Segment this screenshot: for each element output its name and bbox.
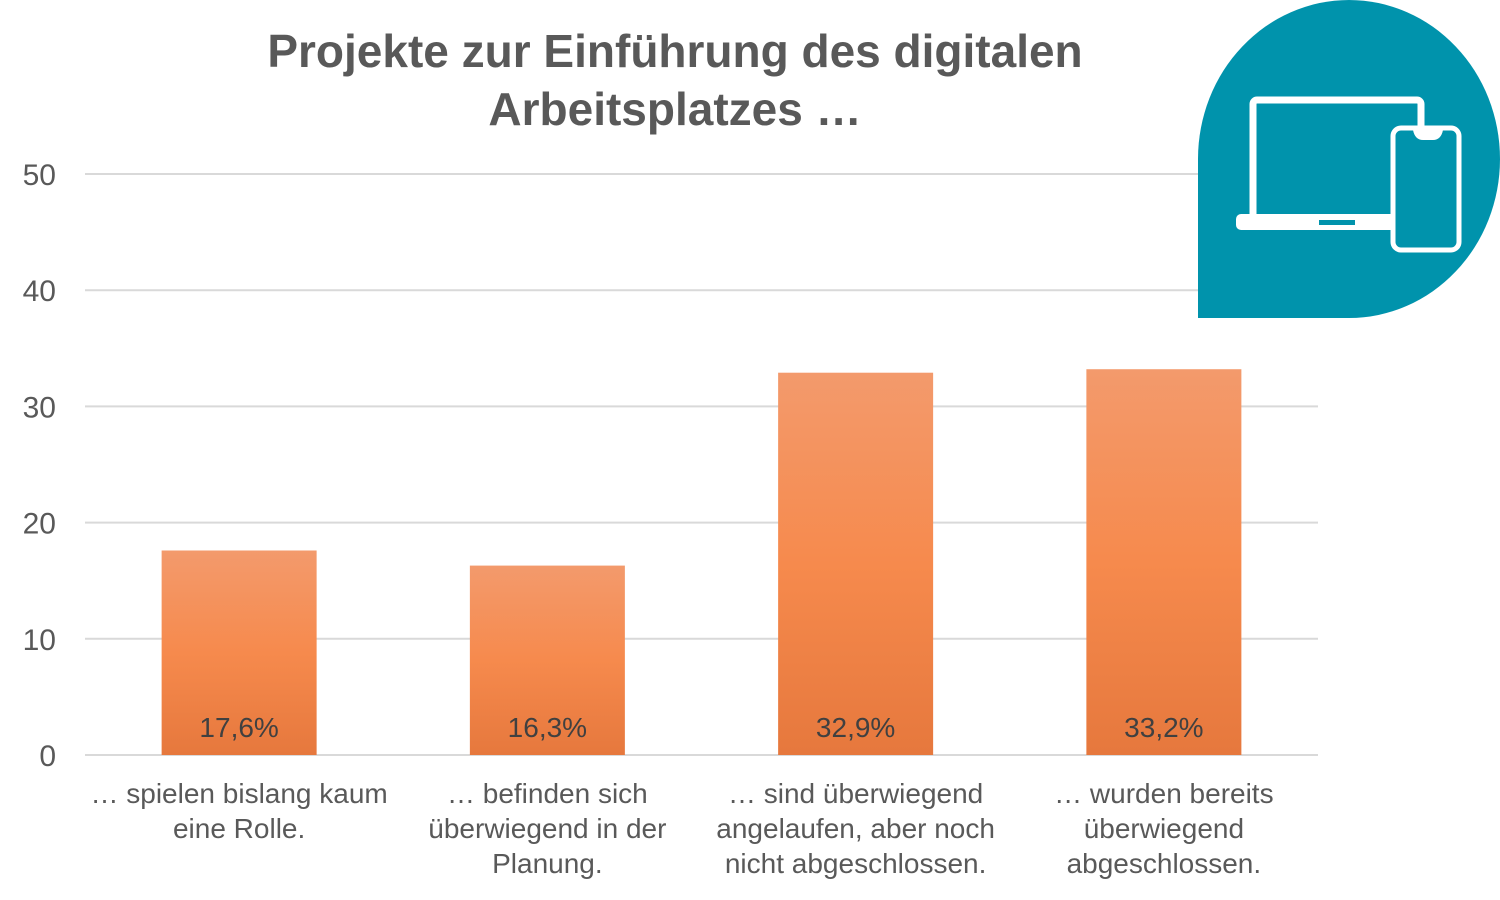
device-badge — [1198, 0, 1500, 318]
data-label: 17,6% — [199, 712, 278, 743]
x-tick-label: … spielen bislang kaum eine Rolle. — [90, 778, 388, 844]
x-tick-label: … sind überwiegend angelaufen, aber noch… — [716, 778, 995, 879]
bar — [1086, 369, 1242, 755]
bar — [469, 565, 625, 755]
y-tick-label: 0 — [39, 740, 56, 773]
data-label: 32,9% — [816, 712, 895, 743]
data-label: 33,2% — [1124, 712, 1203, 743]
x-tick-label: … wurden bereits überwiegend abgeschloss… — [1054, 778, 1274, 879]
x-tick-label: … befinden sich überwiegend in der Planu… — [428, 778, 667, 879]
y-tick-label: 50 — [23, 159, 56, 192]
data-label: 16,3% — [508, 712, 587, 743]
y-tick-label: 40 — [23, 275, 56, 308]
y-tick-label: 20 — [23, 508, 56, 541]
y-tick-label: 10 — [23, 624, 56, 657]
bar — [161, 550, 317, 755]
bar — [778, 372, 934, 755]
y-tick-label: 30 — [23, 391, 56, 424]
laptop-and-smartphone-icon — [1236, 96, 1462, 253]
chart-title: Projekte zur Einführung des digitalen Ar… — [267, 25, 1083, 135]
